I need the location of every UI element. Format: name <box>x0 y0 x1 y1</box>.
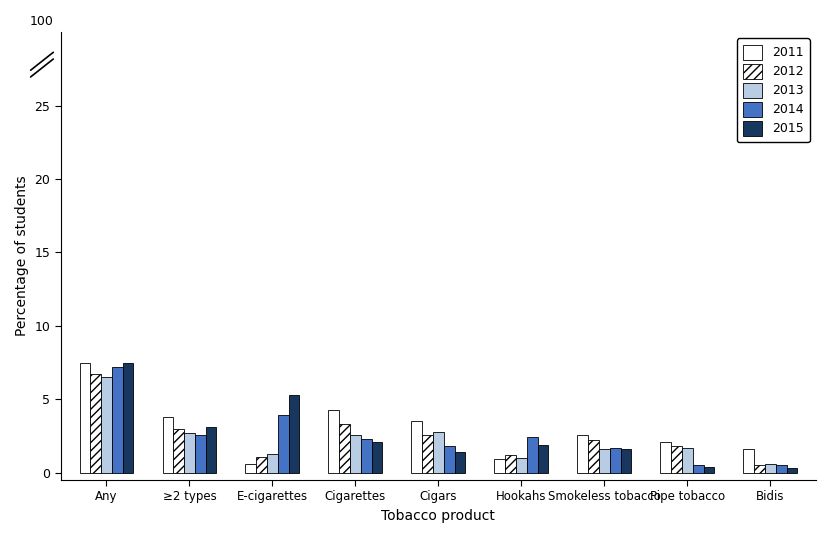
Bar <box>578 435 588 473</box>
X-axis label: Tobacco product: Tobacco product <box>381 509 495 523</box>
Bar <box>693 465 704 473</box>
Bar <box>101 377 112 473</box>
Bar <box>704 467 715 473</box>
Bar <box>538 445 548 473</box>
Bar <box>184 433 194 473</box>
Bar <box>422 435 433 473</box>
Bar <box>661 442 671 473</box>
Y-axis label: Percentage of students: Percentage of students <box>15 176 29 336</box>
Bar <box>80 363 91 473</box>
Bar <box>621 449 632 473</box>
Bar <box>505 455 516 473</box>
Bar <box>123 363 134 473</box>
Bar <box>339 424 350 473</box>
Bar <box>205 427 216 473</box>
Bar <box>278 415 288 473</box>
Bar <box>288 395 299 473</box>
Bar <box>744 449 755 473</box>
Bar <box>328 409 339 473</box>
Bar <box>256 457 267 473</box>
Bar <box>361 439 371 473</box>
Bar <box>371 442 382 473</box>
Bar <box>755 465 765 473</box>
Bar <box>588 441 599 473</box>
Text: 100: 100 <box>29 15 53 27</box>
Bar <box>455 452 465 473</box>
Bar <box>433 431 444 473</box>
Bar <box>776 465 786 473</box>
Bar <box>786 468 797 473</box>
Bar <box>671 446 682 473</box>
Bar <box>194 435 205 473</box>
Bar <box>494 459 505 473</box>
Bar <box>411 421 422 473</box>
Bar <box>91 374 101 473</box>
Bar <box>267 454 278 473</box>
Bar <box>516 458 527 473</box>
Bar <box>527 437 538 473</box>
Bar <box>163 417 174 473</box>
Bar <box>610 448 621 473</box>
Bar <box>112 367 123 473</box>
Bar <box>682 448 693 473</box>
Bar <box>245 464 256 473</box>
Bar <box>765 464 776 473</box>
Bar <box>599 449 610 473</box>
Bar <box>444 446 455 473</box>
Bar <box>174 429 184 473</box>
Legend: 2011, 2012, 2013, 2014, 2015: 2011, 2012, 2013, 2014, 2015 <box>737 38 809 142</box>
Bar <box>350 435 361 473</box>
